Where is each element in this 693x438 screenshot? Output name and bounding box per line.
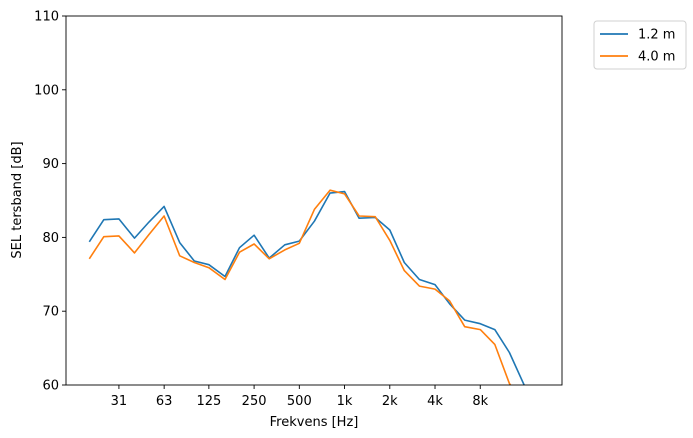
plot-area bbox=[66, 16, 562, 385]
x-axis: 31 63 125 250 500 1k 2k 4k 8k bbox=[111, 385, 489, 409]
x-axis-label: Frekvens [Hz] bbox=[270, 415, 359, 430]
y-axis: 60 70 80 90 100 110 bbox=[34, 10, 66, 394]
x-tick-label-6: 1k bbox=[337, 394, 353, 409]
x-tick-label-8: 4k bbox=[427, 394, 443, 409]
y-tick-label-4: 90 bbox=[42, 157, 59, 172]
x-tick-label-4: 250 bbox=[242, 394, 267, 409]
plot-frame bbox=[65, 15, 563, 386]
x-tick-label-2: 63 bbox=[156, 394, 173, 409]
y-axis-label: SEL tersband [dB] bbox=[10, 141, 25, 258]
series-line-1 bbox=[88, 190, 526, 385]
series-line-2 bbox=[88, 189, 512, 385]
legend-box bbox=[593, 20, 687, 70]
y-tick-label-2: 70 bbox=[42, 305, 59, 320]
legend-label-1: 1.2 m bbox=[638, 28, 675, 43]
x-tick-label-3: 125 bbox=[196, 394, 221, 409]
y-tick-label-5: 100 bbox=[34, 83, 59, 98]
x-tick-label-5: 500 bbox=[287, 394, 312, 409]
y-tick-label-3: 80 bbox=[42, 231, 59, 246]
x-tick-label-1: 31 bbox=[111, 394, 128, 409]
x-tick-label-7: 2k bbox=[382, 394, 398, 409]
legend: 1.2 m 4.0 m bbox=[593, 20, 687, 70]
y-tick-label-1: 60 bbox=[42, 379, 59, 394]
legend-label-2: 4.0 m bbox=[638, 50, 675, 65]
x-tick-label-9: 8k bbox=[472, 394, 488, 409]
series-layer bbox=[88, 189, 526, 385]
y-tick-label-6: 110 bbox=[34, 10, 59, 25]
